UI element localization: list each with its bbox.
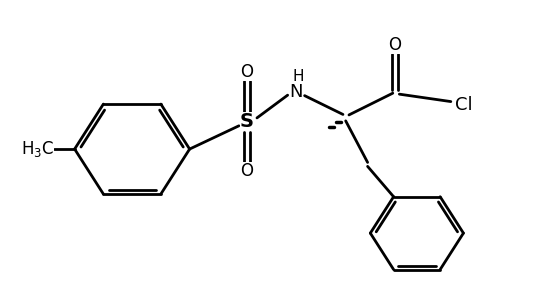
Text: O: O: [240, 162, 254, 180]
Text: S: S: [240, 112, 254, 131]
Text: Cl: Cl: [455, 95, 473, 114]
Text: H: H: [293, 69, 304, 84]
Text: O: O: [389, 36, 401, 54]
Text: H$_3$C: H$_3$C: [21, 139, 54, 159]
Text: O: O: [240, 63, 254, 81]
Text: N: N: [290, 83, 303, 101]
